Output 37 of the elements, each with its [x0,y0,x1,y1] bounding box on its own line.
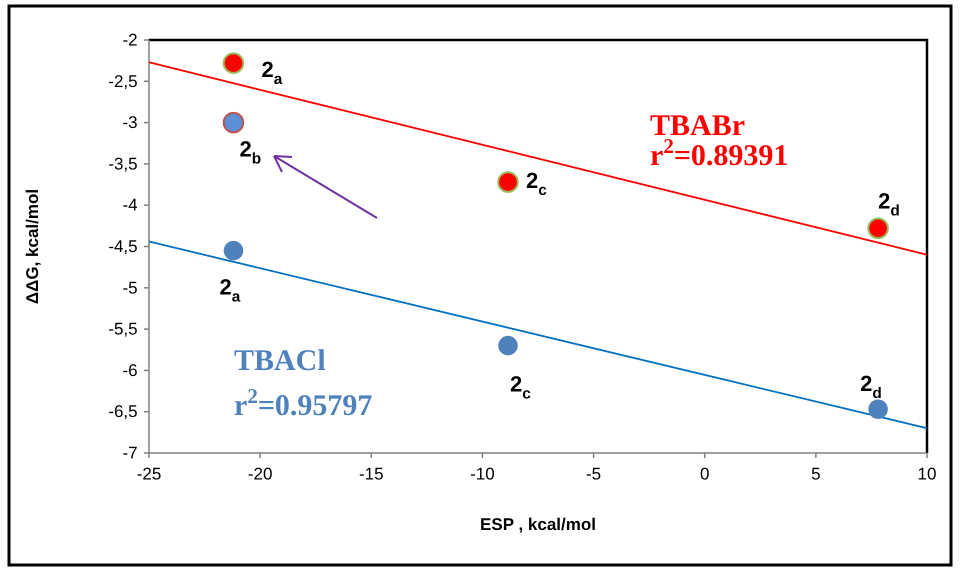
annotation: 2$_{d}$ [878,188,900,219]
y-tick-label: -5,5 [108,320,138,339]
y-tick-label: -4 [122,196,138,215]
point [497,171,519,193]
annotation: 2$_{c}$ [510,371,532,402]
annotation: 2$_{c}$ [526,168,548,199]
series-label: TBACl [234,344,326,377]
x-tick-label: -20 [248,464,272,484]
point [868,399,888,419]
y-tick-label: -2 [122,30,138,50]
x-tick-label: -10 [470,464,495,484]
y-tick-label: -6 [122,360,138,380]
point [498,336,518,356]
point [222,112,244,134]
y-tick-label: -3,5 [108,154,138,174]
point [867,218,889,240]
x-tick-label: 10 [918,464,936,484]
x-tick-label: 0 [700,464,710,484]
y-axis-title: ΔΔG, kcal/mol [23,188,42,304]
y-tick-label: -5 [122,278,138,298]
y-tick-label: -3 [122,113,138,132]
annotation: r$^{2}$=0.95797 [234,384,372,422]
x-tick-label: 5 [811,464,821,484]
x-tick-label: -15 [358,464,384,484]
x-axis-title: ESP , kcal/mol [480,515,596,534]
point [222,52,244,74]
y-tick-label: -2,5 [108,72,138,91]
annotation: 2$_{a}$ [219,274,241,306]
annotation: 2$_{d}$ [860,371,882,402]
annotation: 2$_{b}$ [239,136,262,168]
y-tick-label: -4,5 [108,236,138,256]
y-tick-label: -6,5 [108,402,138,422]
annotation: 2$_{a}$ [261,56,283,88]
y-tick-label: -7 [122,443,138,462]
point [224,240,244,260]
x-tick-label: -5 [586,464,602,484]
x-tick-label: -25 [136,464,162,484]
